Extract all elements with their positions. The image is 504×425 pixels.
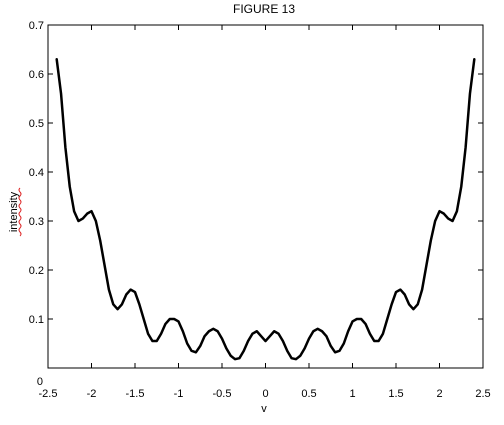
x-tick-label: -2.5 [39,388,58,400]
x-tick-label: 0.5 [301,388,316,400]
y-tick-label: 0 [37,376,43,388]
x-tick-label: -2 [87,388,97,400]
y-tick-label: 0.4 [29,167,44,179]
y-tick-label: 0.6 [29,69,44,81]
chart-title: FIGURE 13 [233,2,295,16]
y-tick-label: 0.1 [29,314,44,326]
x-axis-label: v [261,403,267,415]
y-axis-label: intensity [8,191,20,232]
y-tick-label: 0.7 [29,20,44,32]
x-tick-label: -0.5 [213,388,232,400]
x-tick-label: 1.5 [388,388,403,400]
y-axis-label-group: intensity [8,187,22,237]
y-tick-label: 0.2 [29,265,44,277]
x-tick-label: -1.5 [126,388,145,400]
x-tick-labels: -2.5 -2 -1.5 -1 -0.5 0 0.5 1 1.5 2 2.5 [39,388,491,400]
axis-ticks [47,24,484,369]
y-tick-label: 0.3 [29,216,44,228]
y-tick-label: 0.5 [29,118,44,130]
x-tick-label: -1 [174,388,184,400]
x-tick-label: 0 [262,388,268,400]
spellcheck-underline [18,187,22,237]
y-tick-labels: 0 0.1 0.2 0.3 0.4 0.5 0.6 0.7 [29,20,44,388]
series-line [55,58,476,361]
x-tick-label: 1 [349,388,355,400]
x-tick-label: 2.5 [475,388,490,400]
x-tick-label: 2 [436,388,442,400]
